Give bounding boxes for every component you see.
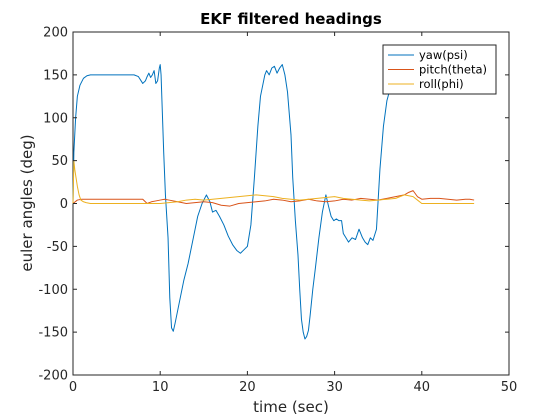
x-axis-ticks: 0 10 20 30 40 50 (69, 32, 517, 395)
legend-label-yaw: yaw(psi) (419, 48, 468, 62)
y-tick-label: 100 (43, 111, 68, 126)
y-tick-label: -100 (38, 283, 68, 298)
x-tick-label: 30 (326, 380, 343, 395)
y-axis-ticks: -200 -150 -100 -50 0 50 100 150 200 (38, 26, 509, 384)
y-tick-label: -150 (38, 326, 68, 341)
x-tick-label: 0 (69, 380, 77, 395)
y-tick-label: -200 (38, 369, 68, 384)
y-tick-label: 0 (60, 197, 68, 212)
y-tick-label: -50 (47, 240, 68, 255)
series-line-pitch (72, 190, 475, 207)
y-tick-label: 50 (51, 154, 68, 169)
series-line-yaw (72, 64, 475, 340)
y-axis-label: euler angles (deg) (18, 134, 36, 271)
x-tick-label: 40 (414, 380, 431, 395)
chart-title: EKF filtered headings (200, 10, 382, 28)
legend-label-pitch: pitch(theta) (419, 63, 487, 77)
x-tick-label: 50 (501, 380, 518, 395)
legend: yaw(psi) pitch(theta) roll(phi) (382, 44, 497, 95)
x-tick-label: 20 (239, 380, 256, 395)
x-tick-label: 10 (152, 380, 169, 395)
series-layer (72, 64, 475, 340)
x-axis-label: time (sec) (253, 398, 329, 416)
y-tick-label: 200 (43, 26, 68, 41)
series-line-roll (72, 160, 475, 204)
y-tick-label: 150 (43, 68, 68, 83)
legend-label-roll: roll(phi) (419, 77, 464, 91)
